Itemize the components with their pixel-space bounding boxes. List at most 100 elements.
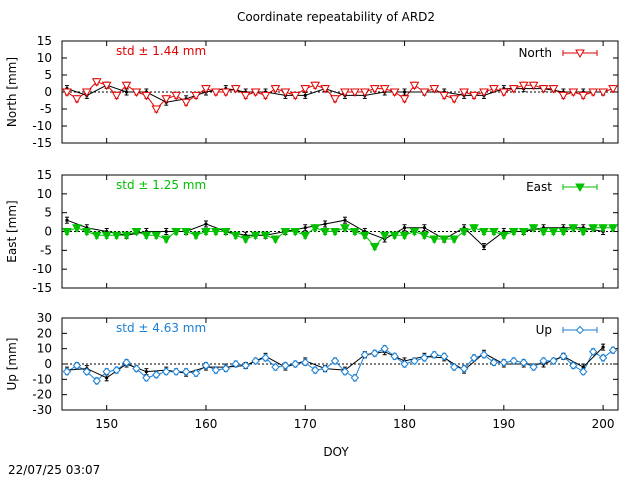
data-marker (111, 231, 122, 241)
data-marker (92, 376, 101, 386)
y-tick-label: -15 (32, 281, 52, 295)
data-marker (230, 231, 241, 241)
panel-east: -15 -10 -5 0 5 10 15 East [mm] std ± 1.25 mm East (5, 168, 619, 295)
y-tick-label: 10 (37, 51, 52, 65)
data-marker (171, 228, 182, 237)
data-marker (409, 228, 420, 237)
data-marker (399, 95, 410, 104)
data-marker (499, 358, 509, 367)
data-marker (281, 361, 290, 370)
legend-label: East (526, 180, 552, 194)
data-marker (82, 367, 92, 376)
data-marker (310, 81, 321, 91)
data-marker (379, 231, 390, 241)
data-marker (575, 49, 585, 59)
data-marker (469, 91, 479, 101)
data-marker (121, 231, 132, 241)
data-marker (270, 235, 281, 245)
data-marker (220, 88, 231, 98)
data-marker (241, 361, 250, 370)
data-marker (529, 362, 538, 372)
data-marker (270, 85, 281, 94)
data-marker (419, 231, 430, 241)
data-marker (420, 353, 429, 363)
data-marker (390, 352, 399, 361)
data-marker (310, 224, 321, 233)
data-marker (171, 91, 182, 101)
data-marker (439, 235, 450, 245)
data-marker (429, 235, 440, 245)
data-point (601, 345, 605, 349)
data-marker (300, 85, 311, 94)
data-marker (62, 228, 72, 237)
data-marker (528, 81, 539, 91)
y-tick-label: -10 (32, 262, 52, 276)
data-marker (608, 85, 618, 94)
x-tick-label: 150 (95, 417, 118, 431)
data-marker (201, 228, 211, 237)
data-marker (72, 361, 82, 370)
data-marker (479, 88, 489, 98)
data-marker (538, 228, 549, 237)
std-annotation: std ± 1.44 mm (116, 44, 206, 58)
data-marker (608, 345, 618, 355)
data-marker (449, 95, 460, 104)
chart-title: Coordinate repeatability of ARD2 (237, 10, 435, 24)
data-point (105, 376, 109, 380)
data-marker (330, 228, 340, 237)
data-marker (91, 231, 102, 241)
y-tick-label: -5 (40, 243, 52, 257)
y-axis-label: North [mm] (5, 57, 19, 127)
data-marker (260, 231, 271, 241)
plot-frame (61, 317, 619, 411)
std-annotation: std ± 4.63 mm (116, 321, 206, 335)
data-marker (62, 367, 72, 376)
legend-label: North (518, 46, 552, 60)
data-point (402, 226, 407, 230)
y-tick-label: 10 (37, 342, 52, 356)
data-point (303, 226, 307, 230)
data-point (303, 93, 307, 97)
data-marker (101, 231, 112, 241)
data-marker (449, 235, 460, 245)
y-tick-label: -20 (32, 388, 52, 402)
y-tick-label: 15 (37, 168, 52, 182)
data-marker (151, 105, 162, 115)
data-marker (81, 88, 92, 98)
data-marker (141, 91, 152, 101)
data-marker (101, 81, 112, 91)
data-marker (598, 353, 608, 363)
data-marker (102, 367, 111, 376)
data-marker (369, 243, 380, 252)
data-point (144, 370, 148, 374)
data-marker (588, 88, 599, 98)
data-marker (360, 350, 370, 360)
chart-panels: -15 -10 -5 0 5 10 15 North [mm] std ± 1.44 mm Nor… (5, 34, 619, 431)
data-point (402, 90, 407, 94)
data-point (343, 218, 347, 222)
data-marker (141, 231, 152, 241)
data-marker (370, 349, 379, 358)
data-marker (519, 358, 528, 367)
x-axis-label: DOY (323, 445, 349, 459)
data-marker (211, 365, 221, 375)
data-marker (330, 356, 340, 366)
data-marker (409, 81, 420, 91)
data-marker (489, 85, 499, 94)
data-marker (440, 352, 449, 361)
data-marker (181, 367, 191, 376)
series-line (66, 348, 614, 382)
data-marker (588, 347, 598, 356)
data-marker (142, 373, 151, 383)
data-marker (350, 88, 360, 98)
data-marker (350, 228, 360, 237)
data-marker (459, 228, 469, 237)
data-marker (549, 356, 558, 366)
legend-label: Up (536, 323, 552, 337)
data-marker (419, 88, 430, 98)
data-marker (122, 358, 131, 367)
data-point (164, 229, 168, 234)
data-marker (579, 367, 588, 376)
data-marker (369, 85, 380, 94)
